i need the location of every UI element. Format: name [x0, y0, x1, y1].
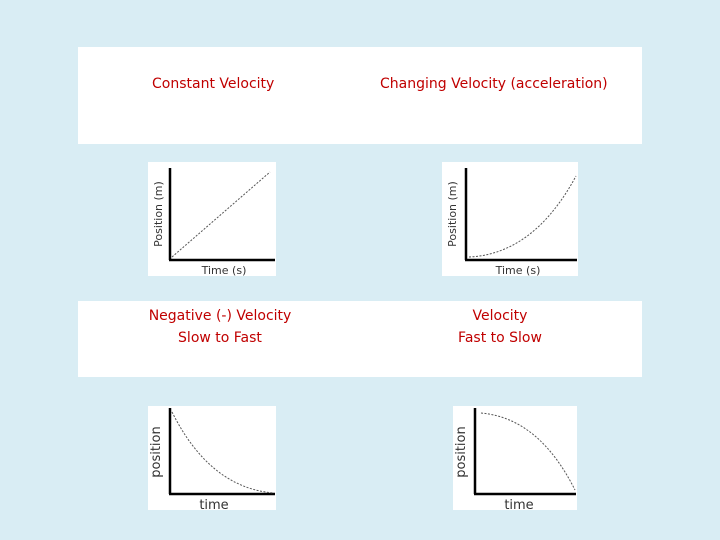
- graph-negative-velocity: time position: [148, 406, 276, 510]
- heading-negative-velocity-line1: Negative (-) Velocity: [148, 308, 292, 324]
- top-heading-panel: [78, 47, 642, 144]
- y-axis-label: position: [454, 426, 469, 478]
- heading-changing-velocity: Changing Velocity (acceleration): [380, 76, 608, 92]
- position-curve: [468, 175, 577, 258]
- position-curve: [171, 171, 271, 258]
- y-axis-label: Position (m): [152, 181, 165, 247]
- x-axis-label: Time (s): [495, 264, 541, 276]
- y-axis-label: position: [149, 426, 164, 478]
- heading-velocity-line1: Velocity: [472, 308, 528, 324]
- heading-constant-velocity: Constant Velocity: [152, 76, 275, 92]
- position-curve: [480, 412, 576, 491]
- y-axis-label: Position (m): [446, 181, 459, 247]
- heading-negative-velocity: Negative (-) Velocity Slow to Fast: [120, 305, 320, 349]
- graph-constant-velocity: Time (s) Position (m): [148, 162, 276, 276]
- x-axis-label: time: [504, 498, 533, 510]
- x-axis-label: Time (s): [201, 264, 247, 276]
- graph-changing-velocity: Time (s) Position (m): [442, 162, 578, 276]
- heading-negative-velocity-line2: Slow to Fast: [178, 330, 262, 346]
- x-axis-label: time: [199, 498, 228, 510]
- position-curve: [171, 411, 275, 494]
- heading-velocity-line2: Fast to Slow: [458, 330, 542, 346]
- middle-heading-panel: [78, 301, 642, 377]
- heading-velocity-fast-to-slow: Velocity Fast to Slow: [420, 305, 580, 349]
- graph-velocity-fast-to-slow: time position: [453, 406, 577, 510]
